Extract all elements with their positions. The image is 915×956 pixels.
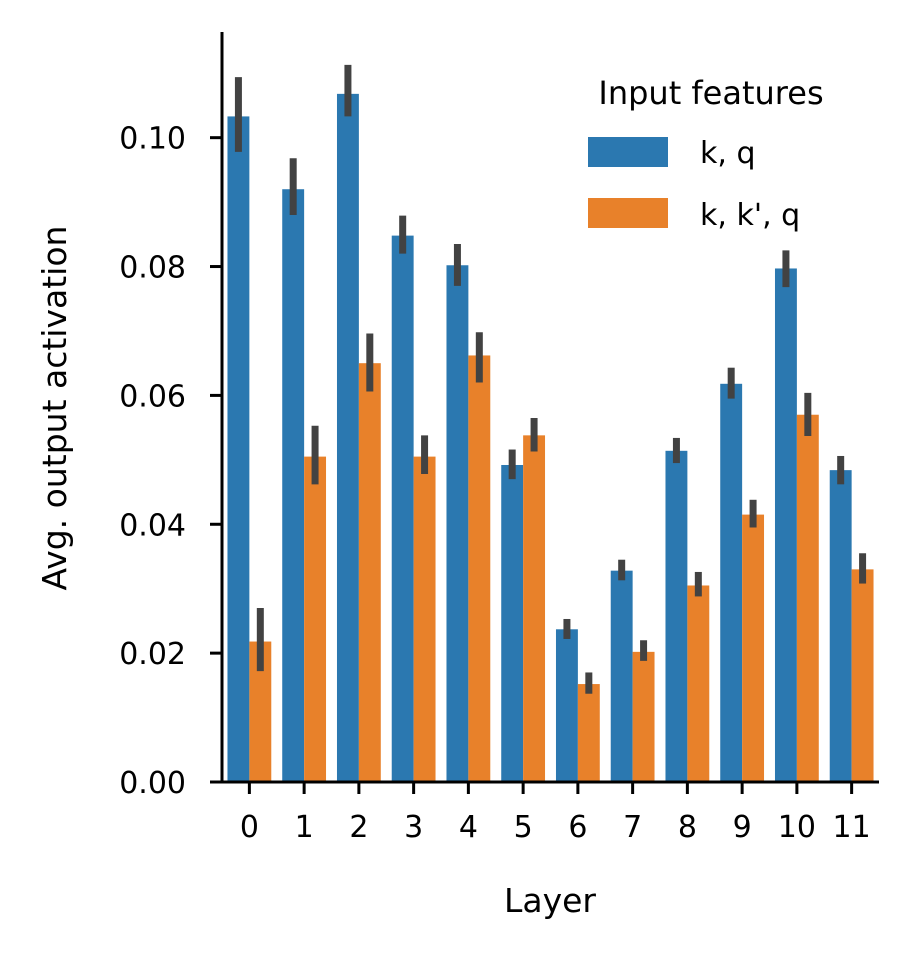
- y-tick-label: 0.04: [119, 508, 186, 543]
- y-tick-label: 0.10: [119, 122, 186, 157]
- bar-layer-7-series-1: [632, 651, 655, 782]
- bar-layer-4-series-0: [446, 265, 469, 782]
- legend-label-kq: k, q: [700, 136, 756, 171]
- bar-layer-7-series-0: [610, 570, 633, 782]
- x-tick-label: 7: [623, 810, 642, 845]
- x-tick-label: 4: [459, 810, 478, 845]
- bar-layer-4-series-1: [468, 355, 491, 782]
- error-bars-group: [234, 64, 867, 694]
- x-tick-label: 10: [778, 810, 816, 845]
- x-tick-label: 8: [678, 810, 697, 845]
- legend-label-kkq: k, k', q: [700, 198, 800, 233]
- bar-layer-1-series-0: [282, 189, 305, 783]
- x-tick-label: 11: [833, 810, 871, 845]
- bar-layer-0-series-1: [249, 641, 272, 782]
- bar-layer-3-series-0: [391, 235, 414, 783]
- bar-layer-10-series-1: [796, 414, 819, 782]
- bar-layer-11-series-0: [829, 470, 852, 782]
- legend: Input features k, q k, k', q: [588, 74, 824, 233]
- bar-layer-9-series-0: [720, 383, 743, 782]
- y-ticks-group: 0.00 0.02 0.04 0.06 0.08 0.10: [119, 122, 222, 801]
- bar-layer-0-series-0: [227, 116, 250, 782]
- y-tick-label: 0.00: [119, 766, 186, 801]
- bar-layer-5-series-0: [501, 464, 524, 782]
- bar-layer-3-series-1: [413, 456, 436, 782]
- bar-layer-2-series-1: [358, 363, 381, 782]
- bars-group: [227, 93, 874, 783]
- y-tick-label: 0.08: [119, 251, 186, 286]
- legend-swatch-kq: [588, 137, 668, 167]
- legend-title: Input features: [598, 74, 823, 112]
- bar-layer-6-series-1: [577, 684, 600, 782]
- x-axis-title: Layer: [504, 881, 596, 920]
- x-tick-label: 6: [568, 810, 587, 845]
- legend-swatch-kkq: [588, 198, 668, 228]
- bar-layer-5-series-1: [523, 435, 546, 782]
- bar-layer-10-series-0: [774, 268, 797, 783]
- bar-layer-8-series-1: [687, 585, 710, 782]
- bar-layer-11-series-1: [851, 569, 874, 782]
- x-tick-label: 2: [349, 810, 368, 845]
- x-tick-label: 5: [514, 810, 533, 845]
- x-ticks-group: 0 1 2 3 4 5 6 7 8 9 10 11: [240, 782, 871, 845]
- bar-layer-8-series-0: [665, 450, 688, 782]
- x-tick-label: 0: [240, 810, 259, 845]
- y-tick-label: 0.02: [119, 637, 186, 672]
- bar-layer-2-series-0: [336, 93, 359, 783]
- x-tick-label: 3: [404, 810, 423, 845]
- x-tick-label: 9: [733, 810, 752, 845]
- bar-layer-6-series-0: [555, 629, 578, 782]
- y-tick-label: 0.06: [119, 379, 186, 414]
- bar-layer-1-series-1: [304, 456, 327, 782]
- y-axis-title: Avg. output activation: [35, 226, 74, 591]
- bar-layer-9-series-1: [742, 514, 765, 782]
- x-tick-label: 1: [295, 810, 314, 845]
